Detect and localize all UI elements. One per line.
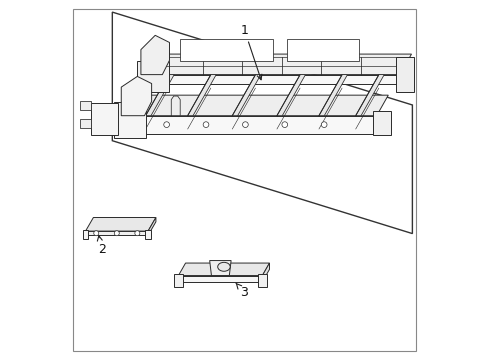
Polygon shape — [372, 111, 390, 135]
Polygon shape — [85, 217, 156, 231]
Text: 1: 1 — [240, 23, 262, 80]
Circle shape — [163, 122, 169, 127]
Circle shape — [282, 122, 287, 127]
Polygon shape — [145, 75, 174, 116]
Text: 2: 2 — [97, 236, 105, 256]
Polygon shape — [355, 75, 384, 116]
Polygon shape — [276, 75, 305, 116]
Polygon shape — [148, 217, 156, 235]
Polygon shape — [112, 12, 411, 234]
Polygon shape — [209, 261, 231, 275]
Polygon shape — [232, 75, 260, 116]
Polygon shape — [318, 75, 347, 116]
Polygon shape — [91, 103, 118, 135]
Polygon shape — [137, 75, 399, 84]
Polygon shape — [178, 263, 269, 275]
Polygon shape — [85, 231, 148, 235]
Polygon shape — [114, 95, 387, 116]
Circle shape — [94, 231, 99, 236]
Polygon shape — [262, 263, 269, 282]
Polygon shape — [114, 102, 146, 138]
Polygon shape — [145, 230, 151, 239]
Polygon shape — [287, 39, 358, 61]
Text: 3: 3 — [235, 283, 248, 299]
Polygon shape — [114, 116, 376, 134]
Circle shape — [203, 122, 208, 127]
Polygon shape — [80, 102, 91, 111]
Polygon shape — [174, 274, 183, 287]
Polygon shape — [137, 61, 169, 93]
Polygon shape — [180, 39, 272, 61]
Polygon shape — [178, 275, 262, 282]
Polygon shape — [80, 119, 91, 128]
Ellipse shape — [217, 262, 230, 271]
Polygon shape — [137, 54, 411, 75]
Circle shape — [321, 122, 326, 127]
Circle shape — [242, 122, 248, 127]
Polygon shape — [171, 96, 180, 116]
Polygon shape — [121, 76, 151, 116]
Circle shape — [135, 231, 140, 236]
Polygon shape — [141, 35, 169, 75]
Circle shape — [114, 231, 119, 236]
Polygon shape — [82, 230, 88, 239]
Polygon shape — [187, 75, 216, 116]
Polygon shape — [258, 274, 266, 287]
Polygon shape — [395, 57, 413, 93]
